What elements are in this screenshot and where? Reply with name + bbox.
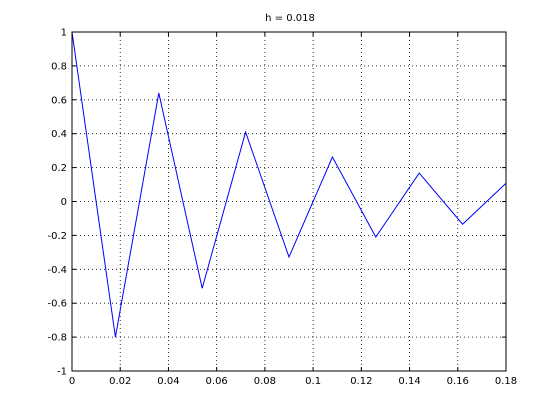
axis-ticks bbox=[71, 31, 507, 372]
series-layer bbox=[71, 31, 507, 338]
y-tick-label: 1 bbox=[61, 28, 67, 39]
y-tick-label: -0.2 bbox=[47, 231, 67, 242]
y-tick-label: -0.4 bbox=[47, 265, 67, 276]
x-tick-label: 0.12 bbox=[350, 376, 372, 387]
x-tick-label: 0.1 bbox=[305, 376, 321, 387]
grid-lines bbox=[72, 32, 506, 371]
x-tick-label: 0 bbox=[69, 376, 75, 387]
x-tick-label: 0.08 bbox=[254, 376, 276, 387]
y-tick-label: 0.6 bbox=[51, 95, 67, 106]
y-tick-label: -1 bbox=[57, 367, 67, 378]
y-tick-label: 0.4 bbox=[51, 129, 67, 140]
y-tick-label: 0.8 bbox=[51, 61, 67, 72]
x-tick-label: 0.14 bbox=[398, 376, 420, 387]
x-tick-label: 0.04 bbox=[157, 376, 179, 387]
x-tick-labels: 0 0.02 0.04 0.06 0.08 0.1 0.12 0.14 0.16 0.18 bbox=[69, 376, 517, 387]
y-tick-label: 0.2 bbox=[51, 163, 67, 174]
y-tick-label: -0.6 bbox=[47, 299, 67, 310]
x-tick-label: 0.02 bbox=[109, 376, 131, 387]
y-tick-label: 0 bbox=[61, 197, 67, 208]
y-tick-labels: -1 -0.8 -0.6 -0.4 -0.2 0 0.2 0.4 0.6 0.8 1 bbox=[47, 28, 67, 378]
x-tick-label: 0.06 bbox=[206, 376, 228, 387]
y-tick-label: -0.8 bbox=[47, 333, 67, 344]
chart-title: h = 0.018 bbox=[265, 13, 315, 24]
series-line bbox=[71, 31, 507, 338]
x-tick-label: 0.16 bbox=[447, 376, 469, 387]
x-tick-label: 0.18 bbox=[495, 376, 517, 387]
